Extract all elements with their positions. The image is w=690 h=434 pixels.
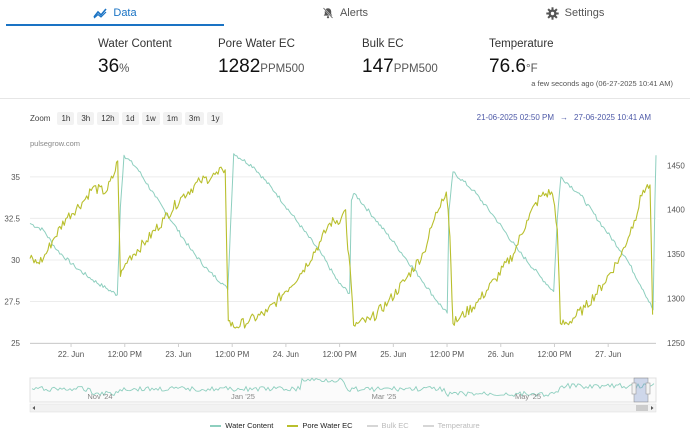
legend-item-temperature[interactable]: Temperature bbox=[422, 421, 480, 430]
range-from[interactable]: 21-06-2025 02:50 PM bbox=[476, 113, 555, 122]
navigator-label: Mar '25 bbox=[372, 392, 397, 401]
legend-label: Bulk EC bbox=[381, 421, 409, 430]
metric-bulk-ec: Bulk EC 147PPM500 bbox=[362, 38, 438, 78]
y-left-tick-label: 27.5 bbox=[4, 297, 20, 306]
metric-unit: PPM500 bbox=[260, 63, 305, 75]
navigator-label: Jan '25 bbox=[231, 392, 255, 401]
metric-value-row: 147PPM500 bbox=[362, 56, 438, 78]
navigator-label: May '25 bbox=[515, 392, 541, 401]
y-left-tick-label: 25 bbox=[11, 339, 20, 348]
x-tick-label: 22. Jun bbox=[58, 350, 84, 359]
y-left-tick-label: 30 bbox=[11, 256, 20, 265]
y-right-tick-label: 1450 bbox=[667, 161, 685, 170]
legend-label: Pore Water EC bbox=[302, 421, 353, 430]
tab-bar: Data Alerts Settings bbox=[0, 0, 690, 26]
active-tab-indicator bbox=[6, 24, 224, 26]
navigator-label: Nov '24 bbox=[87, 392, 112, 401]
scroll-right-arrow[interactable] bbox=[651, 406, 654, 410]
metric-unit: PPM500 bbox=[393, 63, 438, 75]
bell-off-icon bbox=[322, 7, 334, 19]
x-tick-label: 27. Jun bbox=[595, 350, 621, 359]
legend: Water Content Pore Water EC Bulk EC Temp… bbox=[0, 421, 690, 430]
zoom-button-1h[interactable]: 1h bbox=[57, 112, 75, 125]
x-tick-label: 12:00 PM bbox=[108, 350, 143, 359]
tab-settings[interactable]: Settings bbox=[460, 0, 690, 26]
metric-value: 1282 bbox=[218, 56, 261, 77]
metric-value-row: 1282PPM500 bbox=[218, 56, 304, 78]
metric-label: Bulk EC bbox=[362, 38, 404, 50]
x-tick-label: 12:00 PM bbox=[322, 350, 357, 359]
zoom-button-12h[interactable]: 12h bbox=[97, 112, 119, 125]
legend-item-water-content[interactable]: Water Content bbox=[210, 421, 273, 430]
gear-icon bbox=[545, 6, 559, 20]
metric-temperature: Temperature 76.6°F bbox=[489, 38, 554, 78]
zoom-bar: Zoom 1h 3h 12h 1d 1w 1m 3m 1y bbox=[30, 112, 224, 125]
tab-settings-label: Settings bbox=[564, 7, 605, 19]
y-right-tick-label: 1300 bbox=[667, 295, 685, 304]
x-tick-label: 12:00 PM bbox=[215, 350, 250, 359]
date-range[interactable]: 21-06-2025 02:50 PM → 27-06-2025 10:41 AM bbox=[474, 113, 654, 122]
zoom-button-1w[interactable]: 1w bbox=[141, 112, 160, 125]
x-tick-label: 25. Jun bbox=[380, 350, 406, 359]
x-tick-label: 26. Jun bbox=[488, 350, 514, 359]
legend-label: Water Content bbox=[225, 421, 274, 430]
x-tick-label: 12:00 PM bbox=[430, 350, 465, 359]
sensor-chart[interactable]: 25 27.5 30 32.5 35 1250 1300 1350 1400 1450 22. Ju… bbox=[0, 140, 690, 415]
metric-label: Pore Water EC bbox=[218, 38, 295, 50]
zoom-label: Zoom bbox=[30, 114, 51, 123]
zoom-button-1m[interactable]: 1m bbox=[162, 112, 182, 125]
navigator-handle-left bbox=[631, 382, 637, 395]
metric-unit: °F bbox=[525, 63, 538, 75]
range-arrow: → bbox=[560, 113, 569, 122]
series-line-water-content bbox=[29, 153, 657, 314]
metric-value: 36 bbox=[98, 56, 120, 77]
metric-label: Temperature bbox=[489, 38, 554, 50]
range-to[interactable]: 27-06-2025 10:41 AM bbox=[574, 113, 651, 122]
series-line-pore-water-ec bbox=[29, 160, 654, 329]
legend-item-bulk-ec[interactable]: Bulk EC bbox=[366, 421, 409, 430]
zoom-button-1y[interactable]: 1y bbox=[207, 112, 224, 125]
tab-data-label: Data bbox=[113, 7, 137, 19]
metric-value-row: 76.6°F bbox=[489, 56, 554, 78]
navigator-handle-right bbox=[645, 382, 651, 395]
metric-value: 76.6 bbox=[489, 56, 526, 77]
y-right-tick-label: 1350 bbox=[667, 250, 685, 259]
legend-item-pore-water-ec[interactable]: Pore Water EC bbox=[287, 421, 353, 430]
scroll-left-arrow[interactable] bbox=[32, 406, 36, 410]
zoom-button-1d[interactable]: 1d bbox=[121, 112, 139, 125]
navigator-series bbox=[31, 377, 655, 398]
divider bbox=[0, 98, 690, 99]
legend-swatch bbox=[210, 424, 222, 427]
zoom-button-3h[interactable]: 3h bbox=[77, 112, 95, 125]
scrollbar-track bbox=[29, 403, 657, 413]
tab-alerts[interactable]: Alerts bbox=[230, 0, 460, 26]
last-updated: a few seconds ago (06-27-2025 10:41 AM) bbox=[531, 79, 673, 88]
y-left-tick-label: 32.5 bbox=[4, 214, 20, 223]
y-left-tick-label: 35 bbox=[11, 173, 20, 182]
y-right-tick-label: 1400 bbox=[667, 206, 685, 215]
legend-swatch bbox=[366, 424, 378, 427]
chart-line-icon bbox=[93, 7, 107, 19]
tab-alerts-label: Alerts bbox=[339, 7, 369, 19]
x-tick-label: 24. Jun bbox=[273, 350, 299, 359]
metric-unit: % bbox=[119, 63, 130, 75]
zoom-button-3m[interactable]: 3m bbox=[184, 112, 205, 125]
metric-value-row: 36% bbox=[98, 56, 172, 78]
metric-pore-water-ec: Pore Water EC 1282PPM500 bbox=[218, 38, 304, 78]
navigator bbox=[29, 377, 657, 403]
tab-data[interactable]: Data bbox=[0, 0, 230, 26]
metric-water-content: Water Content 36% bbox=[98, 38, 172, 78]
metric-value: 147 bbox=[362, 56, 394, 77]
legend-label: Temperature bbox=[437, 421, 480, 430]
chart-credit[interactable]: pulsegrow.com bbox=[30, 139, 81, 148]
scrollbar-thumb bbox=[636, 405, 648, 411]
legend-swatch bbox=[422, 424, 434, 427]
x-tick-label: 23. Jun bbox=[165, 350, 191, 359]
metric-label: Water Content bbox=[98, 38, 172, 50]
y-right-tick-label: 1250 bbox=[667, 339, 685, 348]
x-tick-label: 12:00 PM bbox=[537, 350, 572, 359]
legend-swatch bbox=[287, 424, 299, 427]
